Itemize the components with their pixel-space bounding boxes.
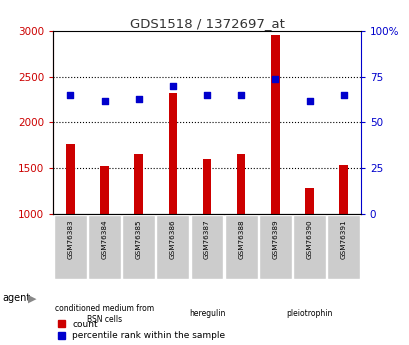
Text: heregulin: heregulin — [189, 309, 225, 318]
Point — [135, 96, 142, 101]
Text: GSM76383: GSM76383 — [67, 219, 73, 259]
Text: agent: agent — [2, 294, 30, 303]
Bar — [66, 145, 74, 214]
Point — [203, 92, 210, 98]
Text: GSM76385: GSM76385 — [135, 219, 142, 259]
Text: pleiotrophin: pleiotrophin — [285, 309, 332, 318]
Point — [67, 92, 74, 98]
Bar — [100, 166, 108, 214]
Bar — [236, 154, 245, 214]
Bar — [190, 215, 223, 279]
Point — [272, 76, 278, 81]
Text: conditioned medium from
BSN cells: conditioned medium from BSN cells — [55, 304, 154, 324]
Bar — [202, 159, 211, 214]
Text: GSM76390: GSM76390 — [306, 219, 312, 259]
Title: GDS1518 / 1372697_at: GDS1518 / 1372697_at — [129, 17, 284, 30]
Bar — [270, 35, 279, 214]
Bar — [292, 215, 325, 279]
Bar — [134, 155, 143, 214]
Bar — [339, 165, 347, 214]
Text: GSM76387: GSM76387 — [204, 219, 209, 259]
Bar — [156, 215, 189, 279]
Point — [306, 98, 312, 103]
Bar — [122, 215, 155, 279]
Text: GSM76386: GSM76386 — [169, 219, 175, 259]
Text: GSM76389: GSM76389 — [272, 219, 278, 259]
Bar — [54, 215, 87, 279]
Text: ▶: ▶ — [28, 294, 36, 303]
Bar — [326, 215, 359, 279]
Text: GSM76384: GSM76384 — [101, 219, 107, 259]
Point — [169, 83, 176, 89]
Bar — [224, 215, 257, 279]
Bar — [305, 188, 313, 214]
Text: GSM76391: GSM76391 — [340, 219, 346, 259]
Point — [101, 98, 108, 103]
Point — [237, 92, 244, 98]
Text: GSM76388: GSM76388 — [238, 219, 244, 259]
Bar — [258, 215, 291, 279]
Legend: count, percentile rank within the sample: count, percentile rank within the sample — [58, 320, 225, 341]
Bar — [168, 93, 177, 214]
Point — [339, 92, 346, 98]
Bar — [88, 215, 121, 279]
